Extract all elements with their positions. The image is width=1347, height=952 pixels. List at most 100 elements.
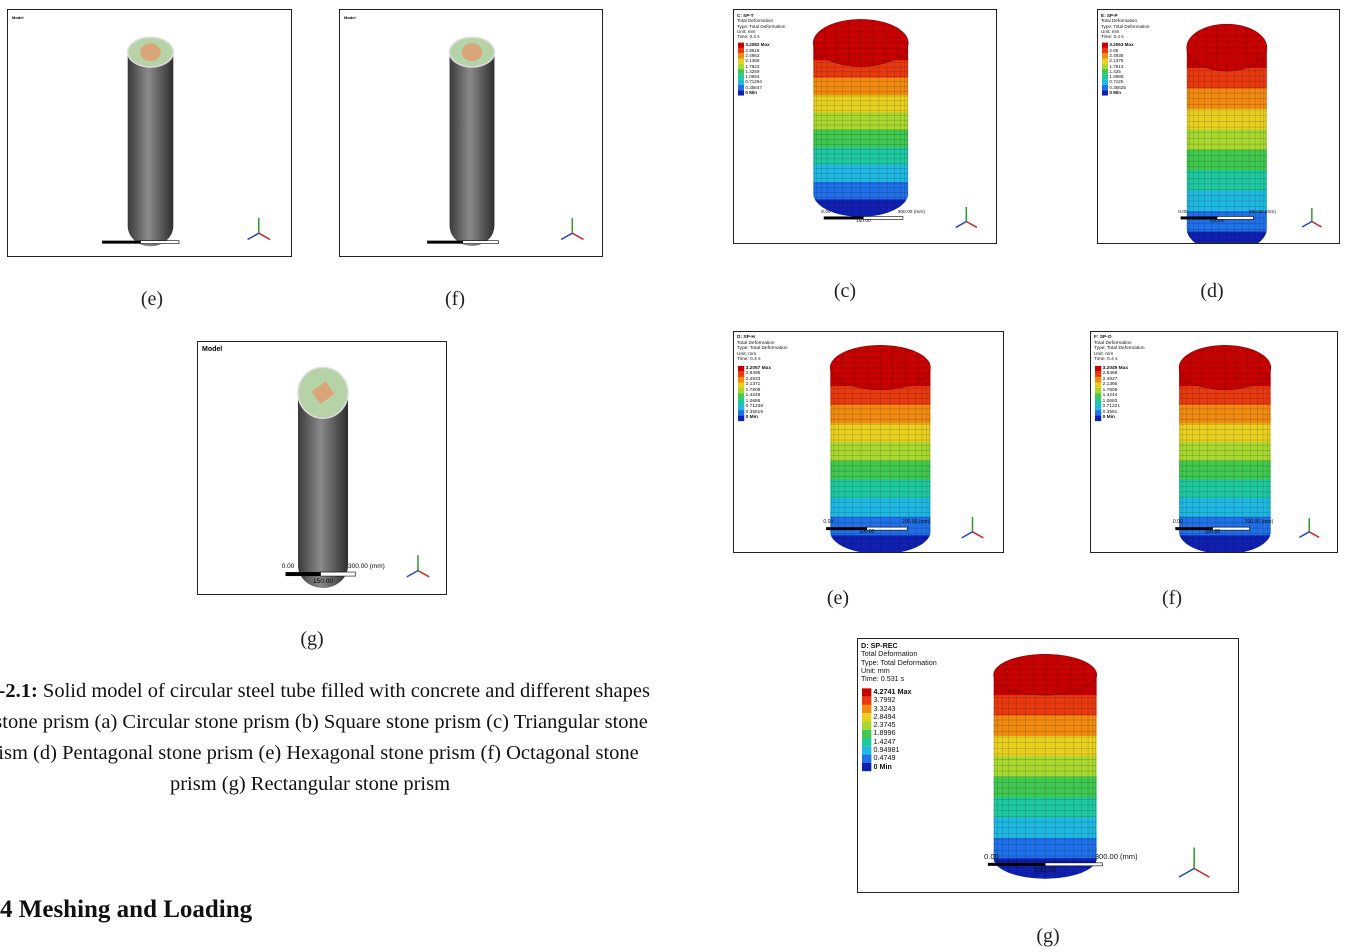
legend-swatch <box>1102 69 1108 74</box>
legend-swatch <box>1102 43 1108 48</box>
axis-x <box>966 222 977 228</box>
result-panel: E: SP-PTotal DeformationType: Total Defo… <box>1097 9 1340 244</box>
result-drawing <box>1091 332 1338 553</box>
result-info: Time: 0.4 s <box>737 34 785 39</box>
legend-swatch <box>738 80 744 85</box>
result-info: Time: 0.4 s <box>1101 34 1149 39</box>
scale-label: 150.00 <box>1034 866 1057 875</box>
legend-swatch <box>738 64 744 69</box>
model-panel: Model <box>7 9 292 257</box>
legend-swatch <box>1102 74 1108 79</box>
scale-label: 0.00 <box>823 520 833 526</box>
legend-swatch <box>862 697 871 705</box>
legend-label: 0 Min <box>746 415 758 421</box>
legend-swatch <box>1102 53 1108 58</box>
axis-z <box>248 233 259 239</box>
legend-swatch <box>1095 410 1101 416</box>
stone-prism <box>462 43 482 61</box>
model-drawing: Model <box>8 10 292 257</box>
legend-swatch <box>1095 388 1101 394</box>
scale-label: 200.00 (mm) <box>902 520 931 526</box>
axis-x <box>972 532 983 538</box>
legend-swatch <box>738 53 744 58</box>
figure-label: (g) <box>300 628 323 651</box>
legend-swatch <box>738 371 744 377</box>
scale-bar-white <box>463 241 499 244</box>
axis-x <box>572 233 583 239</box>
legend-swatch <box>1095 382 1101 388</box>
model-title: Model <box>12 15 24 20</box>
scale-label: 0.00 <box>1173 520 1183 526</box>
legend-swatch <box>1095 399 1101 405</box>
model-title: Model <box>202 346 222 353</box>
legend-swatch <box>862 763 871 771</box>
legend-swatch <box>1095 371 1101 377</box>
legend-swatch <box>862 688 871 696</box>
legend-swatch <box>738 382 744 388</box>
legend-swatch <box>862 705 871 713</box>
legend-label: 0 Min <box>745 90 757 95</box>
legend-swatch <box>738 394 744 400</box>
axis-z <box>1179 869 1194 878</box>
scale-label: 300.00 (mm) <box>1095 853 1138 862</box>
model-panel: Model <box>339 9 603 257</box>
section-heading: 4 Meshing and Loading <box>0 896 252 924</box>
legend-label: 0 Min <box>1109 90 1121 95</box>
legend-swatch <box>1095 405 1101 411</box>
axis-x <box>1312 222 1322 227</box>
tube-body <box>450 52 495 246</box>
legend-swatch <box>862 730 871 738</box>
result-drawing <box>1098 10 1340 244</box>
axis-z <box>407 571 418 577</box>
legend-swatch <box>1095 366 1101 372</box>
legend-swatch <box>738 69 744 74</box>
figure-label: (f) <box>1162 587 1182 610</box>
scale-label: 300.00 (mm) <box>348 563 385 570</box>
legend-label: 0 Min <box>1103 415 1115 421</box>
scale-label: 300.00 (mm) <box>898 210 925 216</box>
result-info: Time: 0.531 s <box>861 675 937 683</box>
scale-label: 100.00 <box>1210 219 1225 225</box>
axis-x <box>1194 869 1209 878</box>
legend-swatch <box>738 416 744 422</box>
legend-swatch <box>1102 48 1108 53</box>
cylinder <box>813 43 908 218</box>
legend-swatch <box>1095 394 1101 400</box>
axis-z <box>962 532 973 538</box>
legend-swatch <box>862 738 871 746</box>
axis-z <box>561 233 572 239</box>
scale-bar-black <box>286 572 321 576</box>
scale-bar-black <box>102 241 140 244</box>
figure-label: (f) <box>445 288 465 311</box>
legend-swatch <box>1095 416 1101 422</box>
caption-text: Solid model of circular steel tube fille… <box>0 680 650 795</box>
legend-swatch <box>1102 80 1108 85</box>
legend-swatch <box>738 405 744 411</box>
scale-label: 100.00 <box>1205 530 1220 536</box>
legend-swatch <box>738 58 744 63</box>
axis-z <box>1302 222 1312 227</box>
legend-swatch <box>1102 64 1108 69</box>
legend-swatch <box>738 43 744 48</box>
axis-x <box>418 571 429 577</box>
axis-x <box>259 233 270 239</box>
scale-label: 0.00 <box>821 210 830 216</box>
scale-label: 150.00 <box>313 578 333 585</box>
legend-swatch <box>738 388 744 394</box>
result-header: C: SP-TTotal DeformationType: Total Defo… <box>737 13 785 39</box>
result-drawing <box>734 10 997 244</box>
model-title: Model <box>344 15 356 20</box>
model-drawing: Model <box>340 10 603 257</box>
legend-label: 0 Min <box>874 763 892 771</box>
axis-x <box>1309 532 1319 538</box>
axis-z <box>956 222 967 228</box>
page: Fig-2.1: Solid model of circular steel t… <box>0 0 1347 952</box>
result-panel: D: SP-RECTotal DeformationType: Total De… <box>857 638 1239 893</box>
stone-prism <box>140 43 161 61</box>
scale-label: 200.00 (mm) <box>1249 210 1276 216</box>
scale-label: 0.00 <box>984 853 999 862</box>
